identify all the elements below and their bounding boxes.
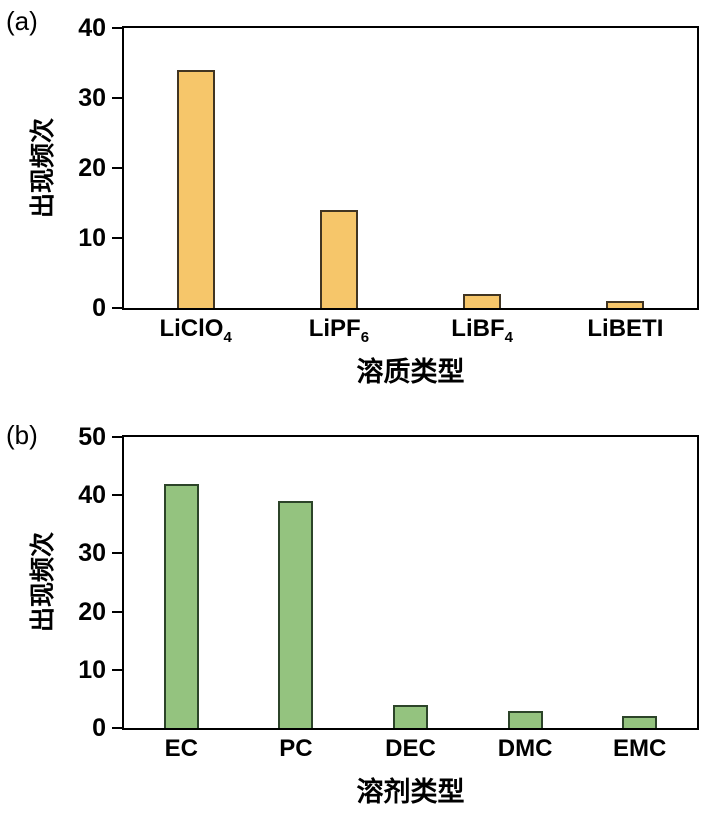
x-axis-tick-label: PC: [279, 735, 313, 762]
y-axis-tick-label: 10: [78, 224, 106, 252]
y-axis-tick-label: 30: [78, 84, 106, 112]
y-axis-tick: [112, 668, 122, 671]
y-axis-tick-label: 30: [78, 539, 106, 568]
panel-a-label: (a): [6, 6, 38, 36]
x-axis-tick-label: LiPF6: [308, 315, 370, 346]
y-axis-tick: [112, 167, 122, 169]
y-axis-tick-label: 0: [92, 714, 106, 742]
bar: [606, 301, 645, 308]
x-axis-tick-label-subscript: 4: [223, 328, 232, 346]
y-axis-tick-label: 20: [78, 597, 106, 626]
y-axis-tick: [112, 237, 122, 239]
y-axis-tick: [112, 494, 122, 497]
panel-a: (a) 出现频次 0 10 20 30 40 LiClO4 LiPF6 LiBF4 LiBETI…: [0, 0, 721, 400]
y-axis-tick: [112, 97, 122, 99]
y-axis-tick-label: 0: [92, 294, 106, 322]
y-axis-tick-label: 10: [78, 655, 106, 684]
bar: [176, 70, 215, 308]
x-axis-tick-label: DMC: [497, 735, 553, 762]
bar: [622, 716, 658, 728]
bar: [463, 294, 502, 308]
y-axis-tick: [112, 27, 122, 29]
panel-b-y-axis-title: 出现频次: [29, 532, 57, 633]
x-axis-tick-label: LiBETI: [587, 315, 664, 342]
y-axis-tick-label: 40: [78, 14, 106, 42]
x-axis-tick-label: DEC: [385, 735, 436, 762]
y-axis-tick: [112, 727, 122, 729]
bar: [163, 483, 199, 728]
y-axis-tick-label: 50: [78, 423, 106, 451]
y-axis-tick: [112, 436, 122, 438]
y-axis-tick: [112, 307, 122, 309]
y-axis-tick: [112, 552, 122, 555]
x-axis-tick-label-subscript: 4: [504, 328, 513, 346]
x-axis-tick-label-subscript: 6: [360, 328, 370, 346]
y-axis-tick-label: 20: [78, 154, 106, 182]
bar: [278, 501, 314, 728]
panel-b: (b) 出现频次 0 10 20 30 40 50 EC PC DEC DMC EMC 溶剂类型: [0, 400, 721, 817]
panel-b-plot-area: 0 10 20 30 40 50 EC PC DEC DMC EMC: [78, 423, 699, 762]
y-axis-tick: [112, 610, 122, 613]
bar: [507, 710, 543, 728]
x-axis-tick-label: EC: [164, 735, 198, 762]
bar: [319, 210, 358, 308]
x-axis-tick-label: LiBF4: [451, 315, 513, 346]
bar: [393, 704, 428, 728]
panel-b-x-axis-title: 溶剂类型: [356, 777, 465, 807]
panel-a-x-axis-title: 溶质类型: [356, 357, 465, 387]
panel-a-y-axis-title: 出现频次: [29, 118, 57, 219]
x-axis-tick-label: EMC: [613, 735, 667, 762]
panel-b-label: (b): [6, 420, 38, 450]
y-axis-tick-label: 40: [78, 481, 106, 510]
panel-a-plot-area: 0 10 20 30 40 LiClO4 LiPF6 LiBF4 LiBETI: [78, 14, 699, 346]
x-axis-tick-label: LiClO4: [159, 315, 232, 346]
